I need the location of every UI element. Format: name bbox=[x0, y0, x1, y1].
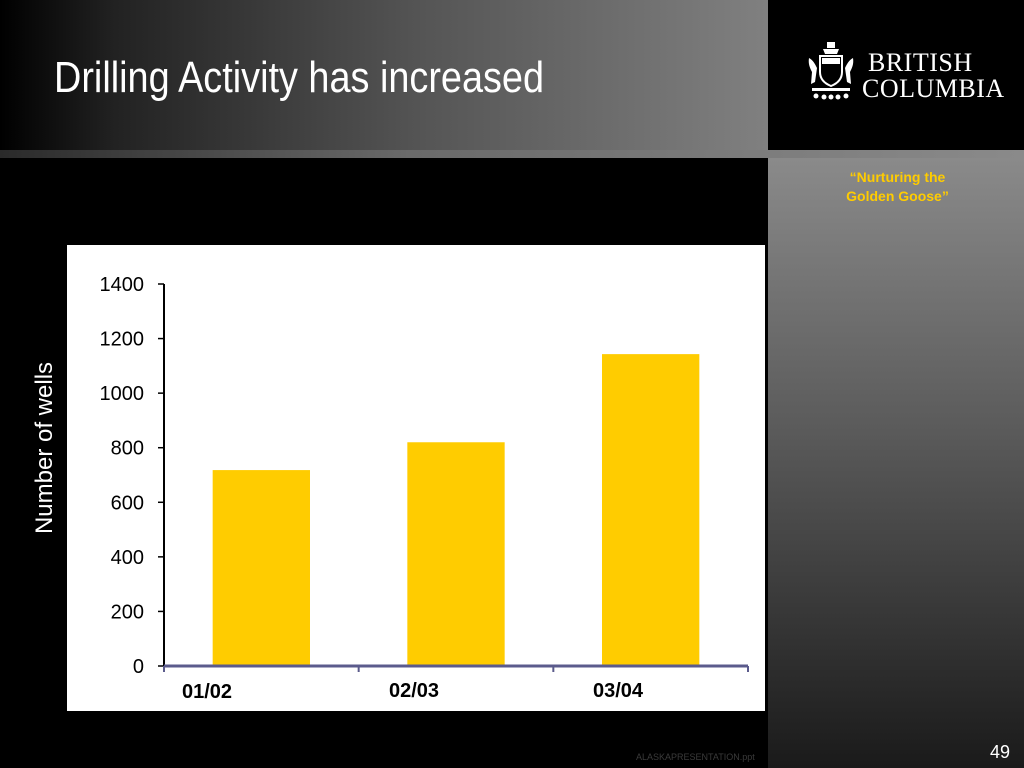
y-tick-label: 0 bbox=[133, 656, 144, 678]
logo-area bbox=[768, 0, 1024, 150]
y-tick-label: 400 bbox=[111, 547, 144, 569]
y-tick-label: 1000 bbox=[100, 383, 145, 405]
bar-chart: 0 200 400 600 800 1000 1200 1400 01/02 02/03 03/04 bbox=[100, 274, 749, 703]
title-header-band bbox=[0, 0, 768, 150]
y-tick-label: 1200 bbox=[100, 329, 145, 351]
y-axis-label: Number of wells bbox=[31, 361, 58, 535]
x-category-label: 01/02 bbox=[182, 681, 232, 703]
y-tick-label: 1400 bbox=[100, 274, 145, 296]
logo-text-british: BRITISH bbox=[868, 48, 973, 77]
footer-filename: ALASKAPRESENTATION.ppt bbox=[636, 752, 755, 762]
bar-01-02 bbox=[212, 470, 310, 666]
bar-02-03 bbox=[407, 442, 505, 666]
header-divider bbox=[0, 150, 1024, 158]
bar-03-04 bbox=[602, 354, 700, 666]
side-panel bbox=[768, 158, 1024, 768]
logo-text-columbia: COLUMBIA bbox=[862, 74, 1005, 103]
chart-area: 0 200 400 600 800 1000 1200 1400 01/02 02/03 03/04 bbox=[67, 245, 765, 711]
y-tick-label: 600 bbox=[111, 492, 144, 514]
y-tick-label: 800 bbox=[111, 438, 144, 460]
y-tick-label: 200 bbox=[111, 601, 144, 623]
tagline: “Nurturing the Golden Goose” bbox=[846, 169, 949, 204]
slide-title: Drilling Activity has increased bbox=[54, 53, 545, 102]
x-category-label: 03/04 bbox=[593, 680, 644, 702]
x-category-label: 02/03 bbox=[389, 680, 439, 702]
page-number: 49 bbox=[990, 742, 1011, 762]
bc-coat-of-arms-icon bbox=[808, 42, 854, 100]
